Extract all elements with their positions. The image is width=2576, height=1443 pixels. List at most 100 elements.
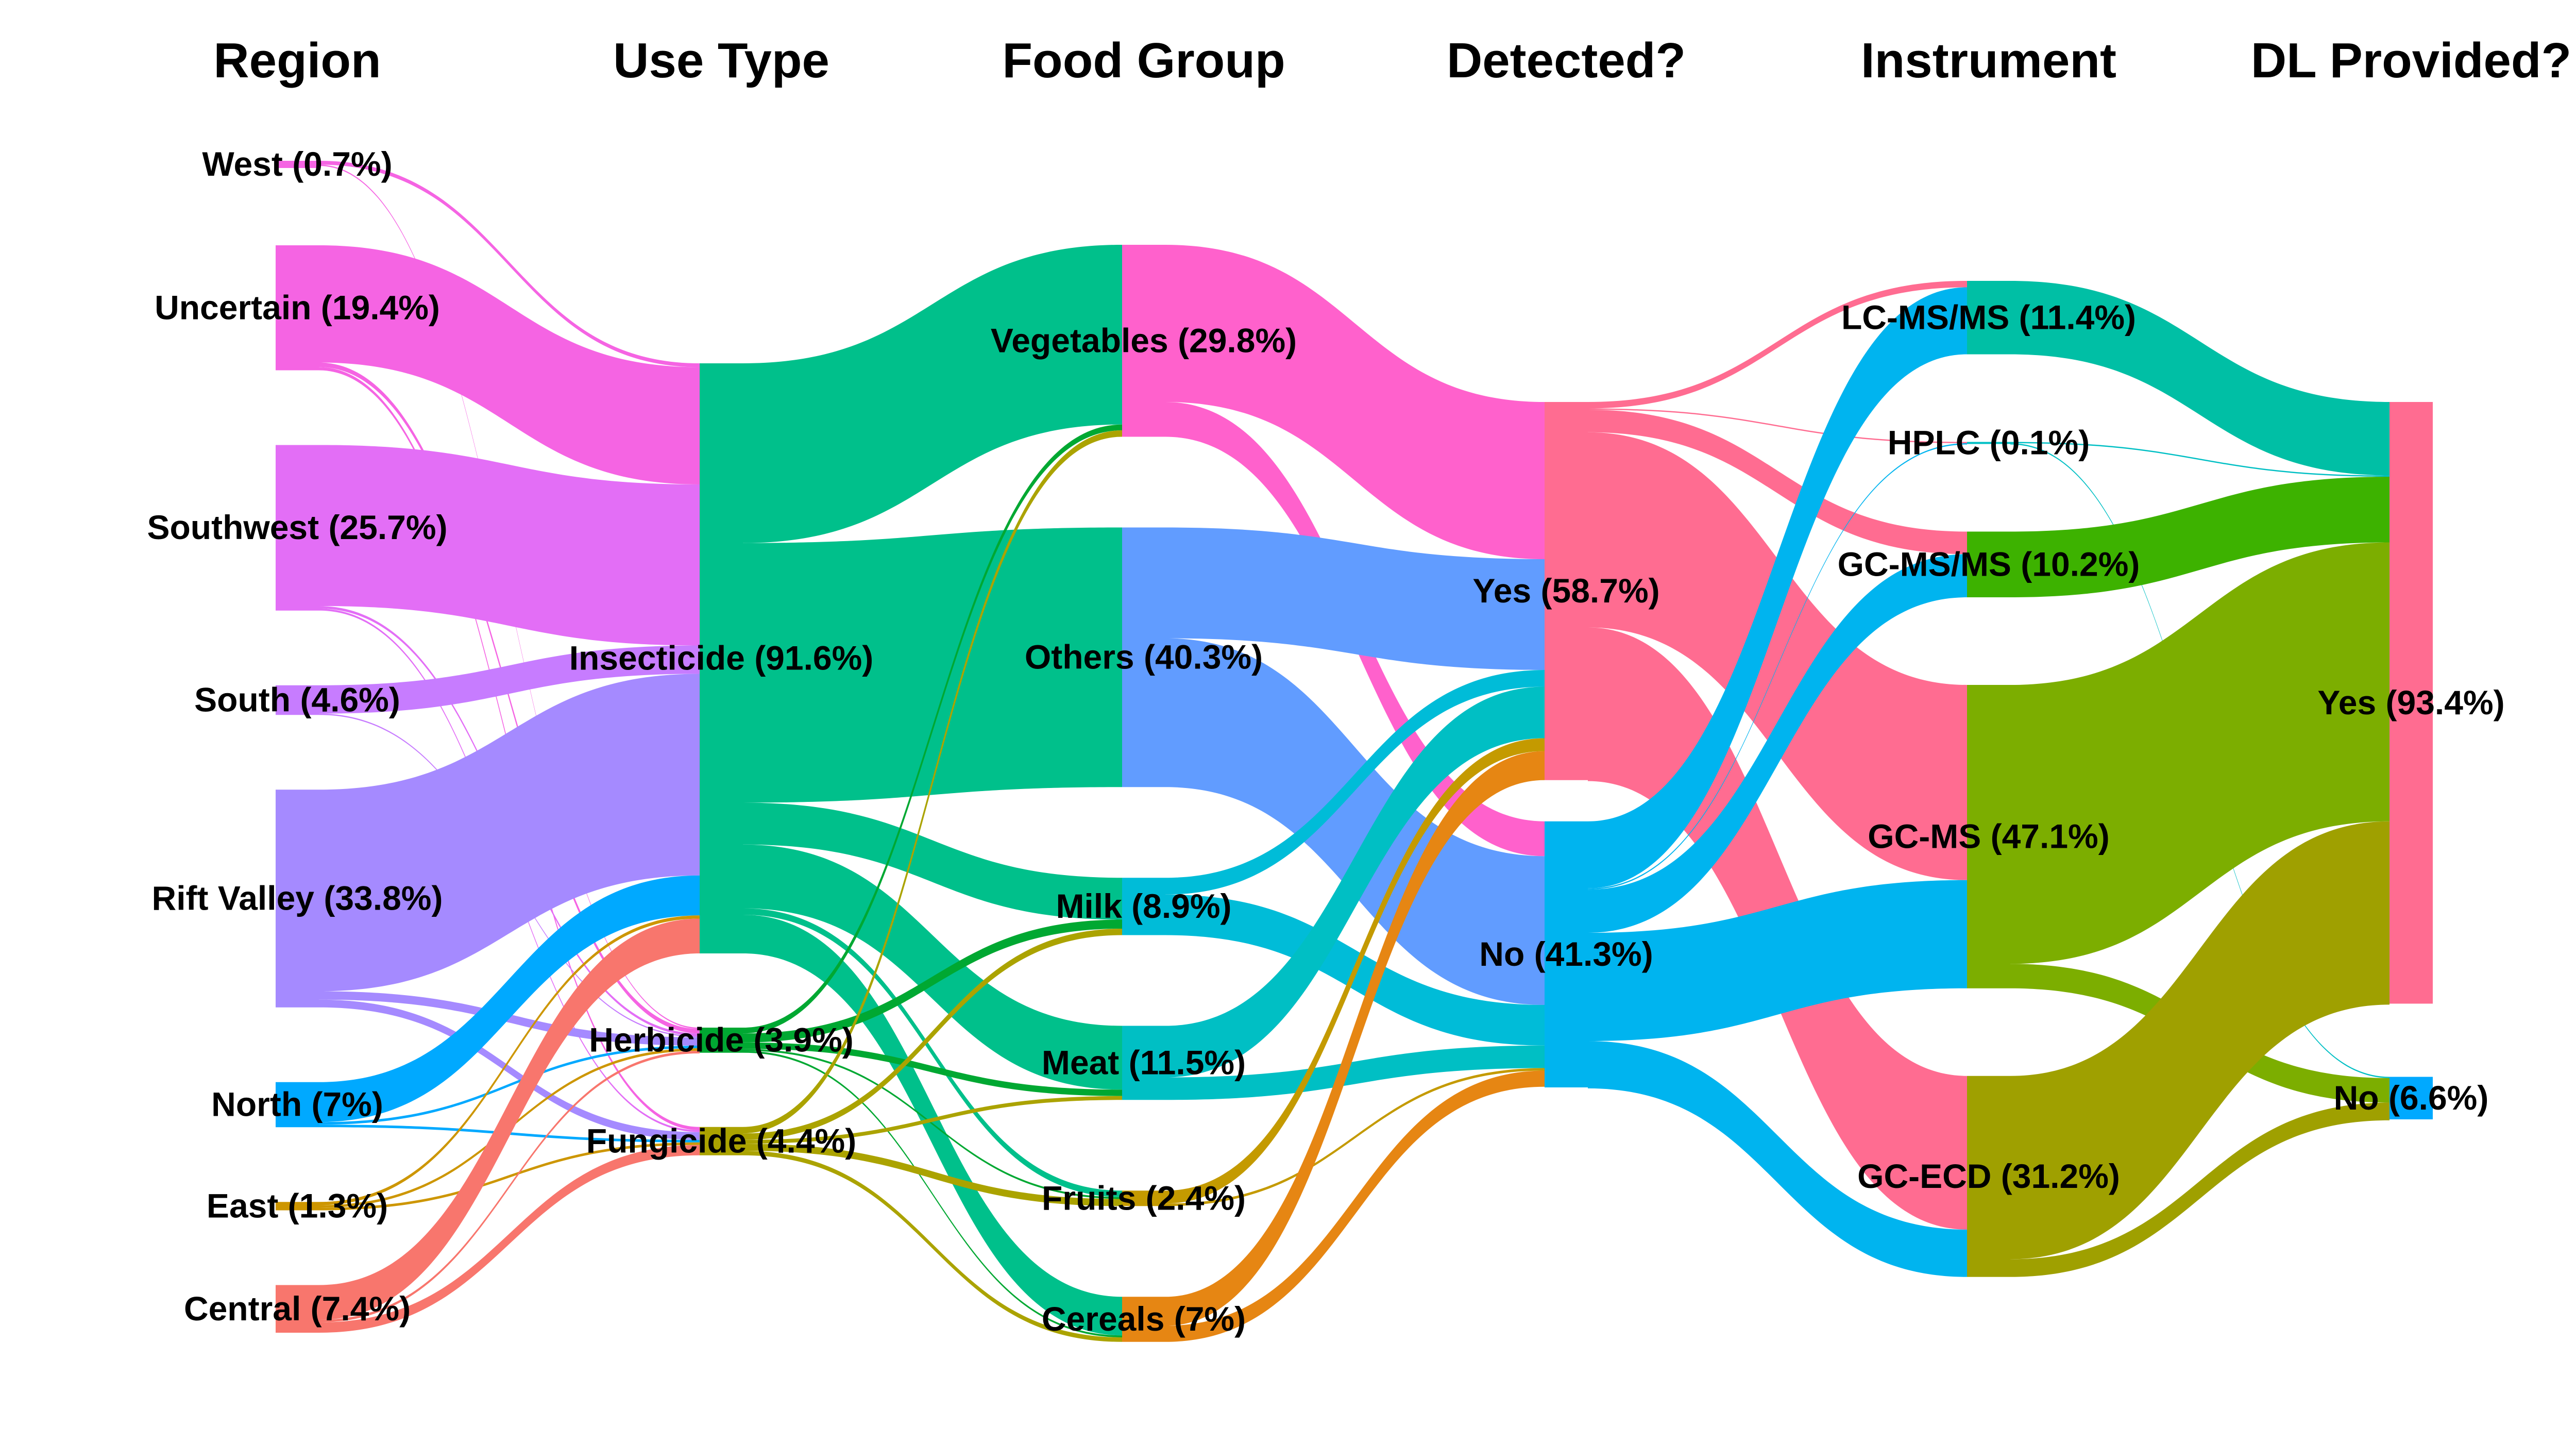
flow-hplc-to-dlyes bbox=[2010, 442, 2389, 477]
node-label-gcmsms: GC-MS/MS (10.2%) bbox=[1838, 545, 2140, 583]
node-label-fungicide: Fungicide (4.4%) bbox=[586, 1121, 856, 1160]
node-dlno bbox=[2389, 1077, 2433, 1119]
node-gcms bbox=[1967, 685, 2010, 988]
header-dl-provided: DL Provided? bbox=[2251, 33, 2571, 88]
node-east bbox=[276, 1202, 319, 1211]
flow-herbicide-to-cereals bbox=[743, 1051, 1122, 1337]
flow-insecticide-to-meat bbox=[743, 844, 1122, 1090]
flow-riftvalley-to-fungicide bbox=[319, 999, 700, 1140]
node-gcecd bbox=[1967, 1076, 2010, 1277]
node-label-south: South (4.6%) bbox=[194, 681, 400, 719]
flow-no-to-gcmsms bbox=[1588, 554, 1967, 933]
flow-uncertain-to-herbicide bbox=[319, 362, 700, 1034]
node-herbicide bbox=[700, 1028, 743, 1053]
header-use-type: Use Type bbox=[613, 33, 829, 88]
node-label-fruits: Fruits (2.4%) bbox=[1042, 1179, 1246, 1217]
flow-herbicide-to-milk bbox=[743, 919, 1122, 1043]
flow-central-to-fungicide bbox=[319, 1145, 700, 1333]
flow-central-to-insecticide bbox=[319, 918, 700, 1320]
node-south bbox=[276, 685, 319, 715]
flows-layer bbox=[319, 161, 2389, 1342]
flow-meat-to-no bbox=[1165, 1045, 1545, 1100]
flow-meat-to-yes bbox=[1165, 686, 1545, 1078]
node-label-hplc: HPLC (0.1%) bbox=[1888, 424, 2090, 462]
flow-cereals-to-yes bbox=[1165, 751, 1545, 1326]
flow-north-to-herbicide bbox=[319, 1046, 700, 1125]
node-vegetables bbox=[1122, 245, 1165, 437]
node-no bbox=[1545, 821, 1588, 1087]
node-label-gcecd: GC-ECD (31.2%) bbox=[1857, 1157, 2120, 1195]
flow-herbicide-to-meat bbox=[743, 1042, 1122, 1096]
flow-insecticide-to-milk bbox=[743, 802, 1122, 920]
node-meat bbox=[1122, 1026, 1165, 1100]
node-north bbox=[276, 1082, 319, 1128]
node-others bbox=[1122, 527, 1165, 787]
header-region: Region bbox=[213, 33, 381, 88]
flow-yes-to-lcmsms bbox=[1588, 281, 1967, 409]
node-label-uncertain: Uncertain (19.4%) bbox=[155, 288, 440, 326]
node-label-herbicide: Herbicide (3.9%) bbox=[589, 1020, 854, 1059]
header-food-group: Food Group bbox=[1002, 33, 1285, 88]
node-lcmsms bbox=[1967, 281, 2010, 355]
node-gcmsms bbox=[1967, 531, 2010, 597]
flow-southwest-to-insecticide bbox=[319, 445, 700, 646]
node-label-no: No (41.3%) bbox=[1479, 935, 1653, 973]
flow-insecticide-to-others bbox=[743, 527, 1122, 803]
node-central bbox=[276, 1285, 319, 1333]
flow-fungicide-to-fruits bbox=[743, 1144, 1122, 1206]
node-hplc bbox=[1967, 442, 2010, 444]
node-fungicide bbox=[700, 1127, 743, 1155]
flow-no-to-gcecd bbox=[1588, 1041, 1967, 1277]
flow-no-to-hplc bbox=[1588, 443, 1967, 890]
flow-central-to-herbicide bbox=[319, 1051, 700, 1322]
node-label-dlno: No (6.6%) bbox=[2334, 1079, 2489, 1117]
flow-fungicide-to-vegetables bbox=[743, 430, 1122, 1134]
flow-lcmsms-to-dlyes bbox=[2010, 281, 2389, 476]
flow-vegetables-to-yes bbox=[1165, 245, 1545, 559]
node-insecticide bbox=[700, 363, 743, 953]
node-label-central: Central (7.4%) bbox=[184, 1289, 411, 1328]
flow-north-to-insecticide bbox=[319, 875, 700, 1122]
flow-fungicide-to-milk bbox=[743, 929, 1122, 1140]
node-southwest bbox=[276, 445, 319, 611]
flow-fruits-to-no bbox=[1165, 1068, 1545, 1206]
node-label-north: North (7%) bbox=[211, 1085, 383, 1123]
node-uncertain bbox=[276, 245, 319, 371]
node-fruits bbox=[1122, 1190, 1165, 1206]
node-label-southwest: Southwest (25.7%) bbox=[147, 508, 447, 546]
flow-herbicide-to-fruits bbox=[743, 1049, 1122, 1199]
flow-no-to-lcmsms bbox=[1588, 287, 1967, 888]
flow-gcecd-to-dlno bbox=[2010, 1102, 2389, 1277]
flow-insecticide-to-fruits bbox=[743, 908, 1122, 1197]
nodes-layer bbox=[276, 161, 2433, 1342]
header-instrument: Instrument bbox=[1861, 33, 2116, 88]
node-label-insecticide: Insecticide (91.6%) bbox=[569, 639, 874, 677]
headers-layer: Region Use Type Food Group Detected? Ins… bbox=[213, 33, 2571, 88]
node-label-cereals: Cereals (7%) bbox=[1042, 1300, 1246, 1338]
node-label-milk: Milk (8.9%) bbox=[1056, 887, 1231, 925]
flow-yes-to-hplc bbox=[1588, 408, 1967, 443]
flow-yes-to-gcms bbox=[1588, 432, 1967, 880]
node-west bbox=[276, 161, 319, 168]
flow-others-to-no bbox=[1165, 638, 1545, 1005]
node-dlyes bbox=[2389, 402, 2433, 1004]
node-label-dlyes: Yes (93.4%) bbox=[2317, 683, 2504, 722]
flow-fungicide-to-cereals bbox=[743, 1151, 1122, 1342]
node-label-meat: Meat (11.5%) bbox=[1042, 1043, 1246, 1081]
flow-yes-to-gcmsms bbox=[1588, 410, 1967, 555]
node-label-yes: Yes (58.7%) bbox=[1472, 572, 1659, 610]
flow-gcecd-to-dlyes bbox=[2010, 821, 2389, 1260]
node-riftvalley bbox=[276, 790, 319, 1008]
node-yes bbox=[1545, 402, 1588, 780]
flow-south-to-insecticide bbox=[319, 645, 700, 714]
flow-cereals-to-no bbox=[1165, 1070, 1545, 1342]
node-label-others: Others (40.3%) bbox=[1025, 637, 1263, 676]
node-label-riftvalley: Rift Valley (33.8%) bbox=[152, 879, 443, 917]
flow-east-to-fungicide bbox=[319, 1142, 700, 1211]
flow-uncertain-to-insecticide bbox=[319, 245, 700, 484]
node-label-gcms: GC-MS (47.1%) bbox=[1868, 817, 2109, 855]
flow-gcms-to-dlyes bbox=[2010, 542, 2389, 964]
flow-fruits-to-yes bbox=[1165, 738, 1545, 1204]
flow-insecticide-to-vegetables bbox=[743, 245, 1122, 543]
header-detected: Detected? bbox=[1447, 33, 1686, 88]
